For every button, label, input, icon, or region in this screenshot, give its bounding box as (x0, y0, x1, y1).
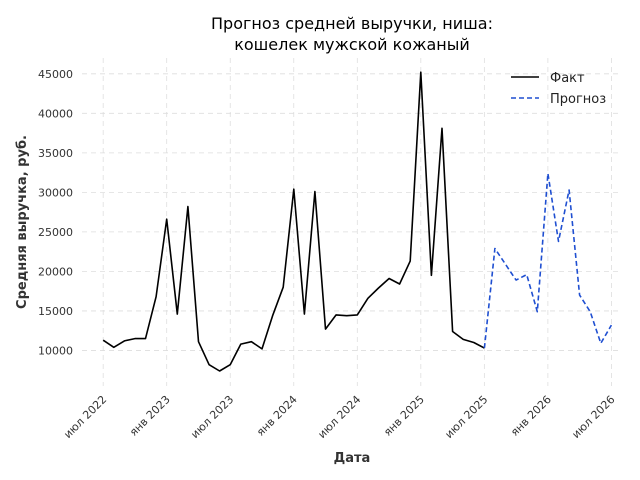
x-tick-label: июл 2025 (442, 393, 490, 441)
y-tick-label: 45000 (38, 68, 73, 81)
x-tick-label: июл 2026 (569, 393, 617, 441)
grid (82, 58, 622, 386)
chart-title-line-1: Прогноз средней выручки, ниша: (211, 14, 493, 33)
x-tick-label: июл 2024 (315, 393, 363, 441)
y-axis-label: Средняя выручка, руб. (15, 135, 30, 309)
legend-label-forecast: Прогноз (550, 92, 606, 107)
y-tick-label: 15000 (38, 305, 73, 318)
series-lines (102, 71, 613, 372)
y-tick-label: 25000 (38, 226, 73, 239)
y-axis-ticks: 10000 15000 20000 25000 30000 35000 40000 45000 (38, 68, 73, 358)
x-tick-label: июл 2023 (188, 393, 236, 441)
x-tick-label: янв 2025 (381, 393, 427, 439)
y-tick-label: 10000 (38, 344, 73, 357)
x-axis-ticks: июл 2022 янв 2023 июл 2023 янв 2024 июл 2024… (61, 393, 617, 441)
y-tick-label: 20000 (38, 265, 73, 278)
y-tick-label: 40000 (38, 107, 73, 120)
x-tick-label: янв 2023 (127, 393, 173, 439)
legend: Факт Прогноз (511, 71, 606, 107)
series-line-fact (102, 71, 485, 372)
chart-title-line-2: кошелек мужской кожаный (234, 35, 470, 54)
x-tick-label: июл 2022 (61, 393, 109, 441)
x-tick-label: янв 2026 (508, 393, 554, 439)
y-tick-label: 35000 (38, 147, 73, 160)
x-tick-label: янв 2024 (254, 393, 300, 439)
x-axis-label: Дата (334, 451, 371, 466)
legend-label-fact: Факт (550, 71, 585, 86)
y-tick-label: 30000 (38, 186, 73, 199)
